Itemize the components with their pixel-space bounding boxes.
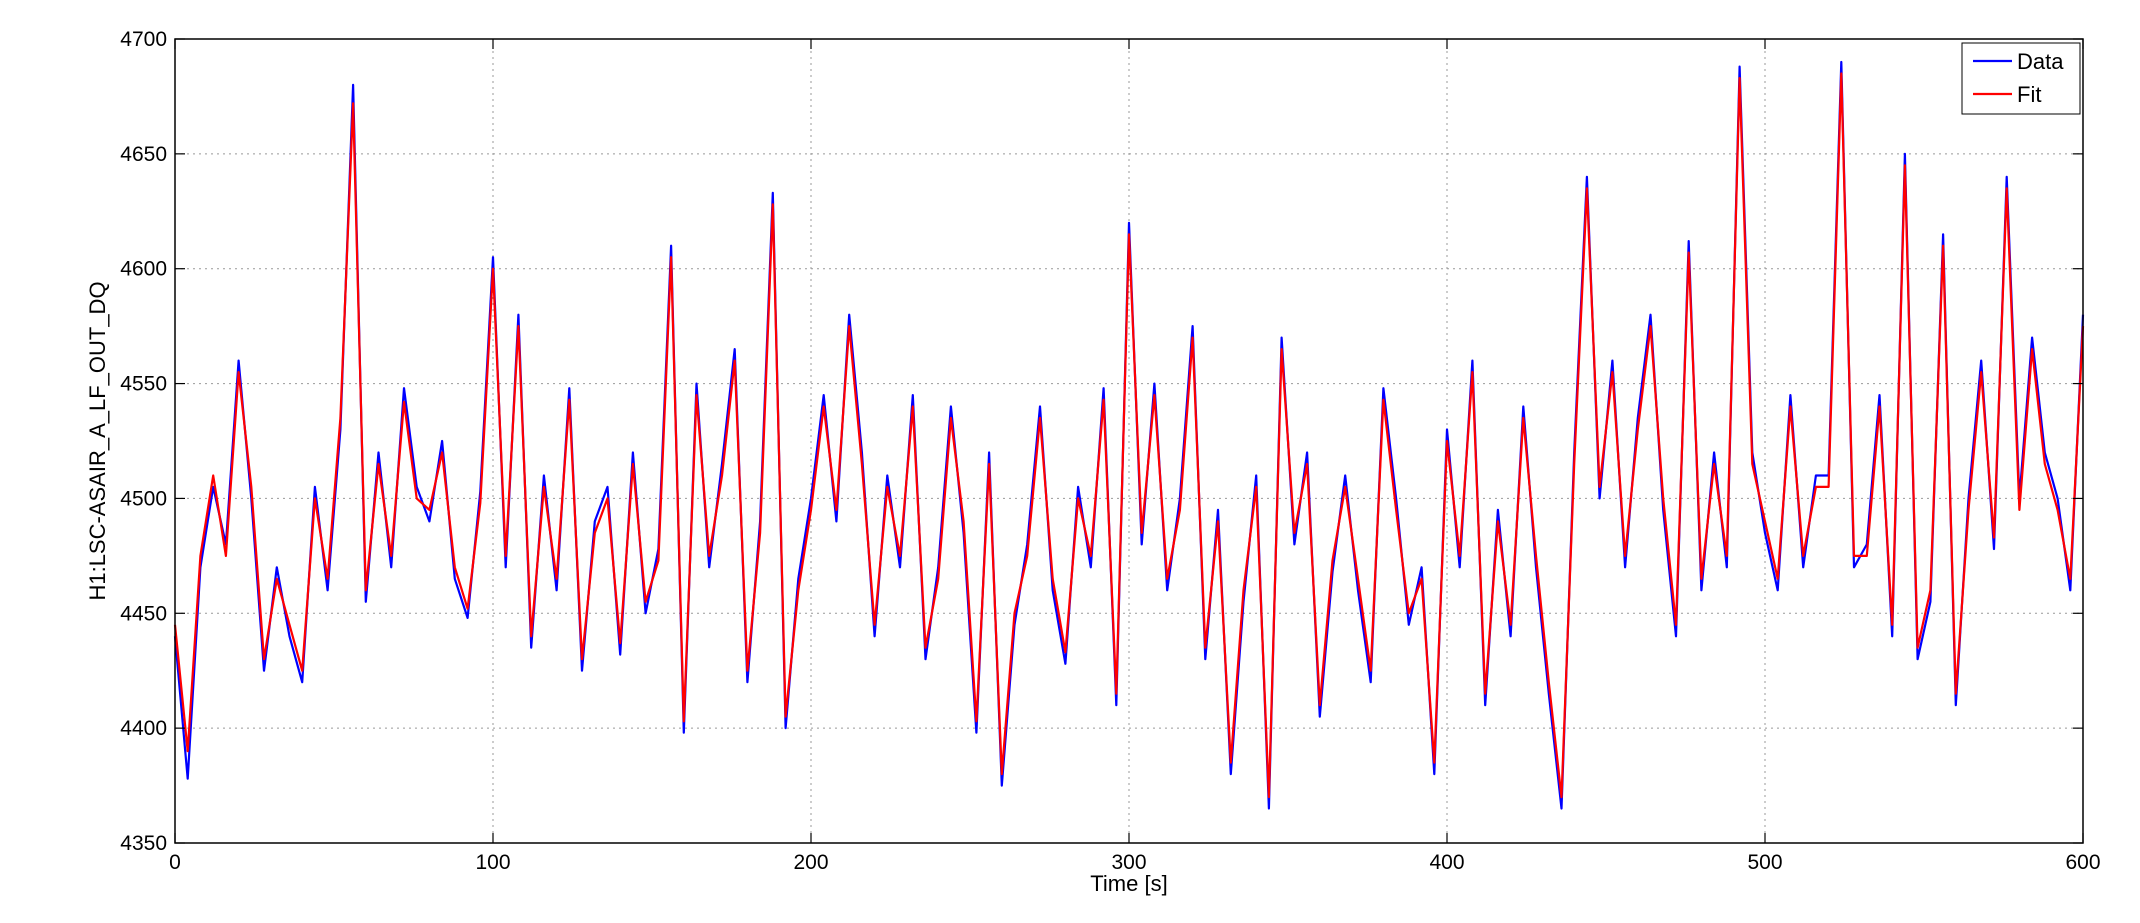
y-tick-label: 4600 xyxy=(120,258,167,281)
x-tick-label: 100 xyxy=(475,851,510,874)
x-tick-label: 500 xyxy=(1747,851,1782,874)
axis-ticks: 0 100 200 300 400 500 600 4350 4400 4450 4500 4550 4… xyxy=(120,28,2100,874)
x-tick-label: 600 xyxy=(2065,851,2100,874)
y-tick-label: 4450 xyxy=(120,602,167,625)
legend-label-fit: Fit xyxy=(2017,82,2041,107)
y-tick-label: 4650 xyxy=(120,143,167,166)
series-line-data xyxy=(173,60,2085,810)
legend-label-data: Data xyxy=(2017,49,2064,74)
y-tick-label: 4700 xyxy=(120,28,167,51)
legend-box xyxy=(1961,42,2081,115)
x-tick-label: 300 xyxy=(1111,851,1146,874)
x-tick-label: 0 xyxy=(169,851,181,874)
x-axis-label: Time [s] xyxy=(1090,871,1167,896)
series-layer xyxy=(173,60,2085,810)
x-tick-label: 400 xyxy=(1429,851,1464,874)
legend: Data Fit xyxy=(1961,42,2081,115)
x-tick-label: 200 xyxy=(793,851,828,874)
y-axis-label: H1:LSC-ASAIR_A_LF_OUT_DQ xyxy=(85,281,110,600)
y-tick-label: 4550 xyxy=(120,373,167,396)
series-line-fit xyxy=(173,72,2085,799)
y-tick-label: 4500 xyxy=(120,487,167,510)
y-tick-label: 4350 xyxy=(120,832,167,855)
y-tick-label: 4400 xyxy=(120,717,167,740)
